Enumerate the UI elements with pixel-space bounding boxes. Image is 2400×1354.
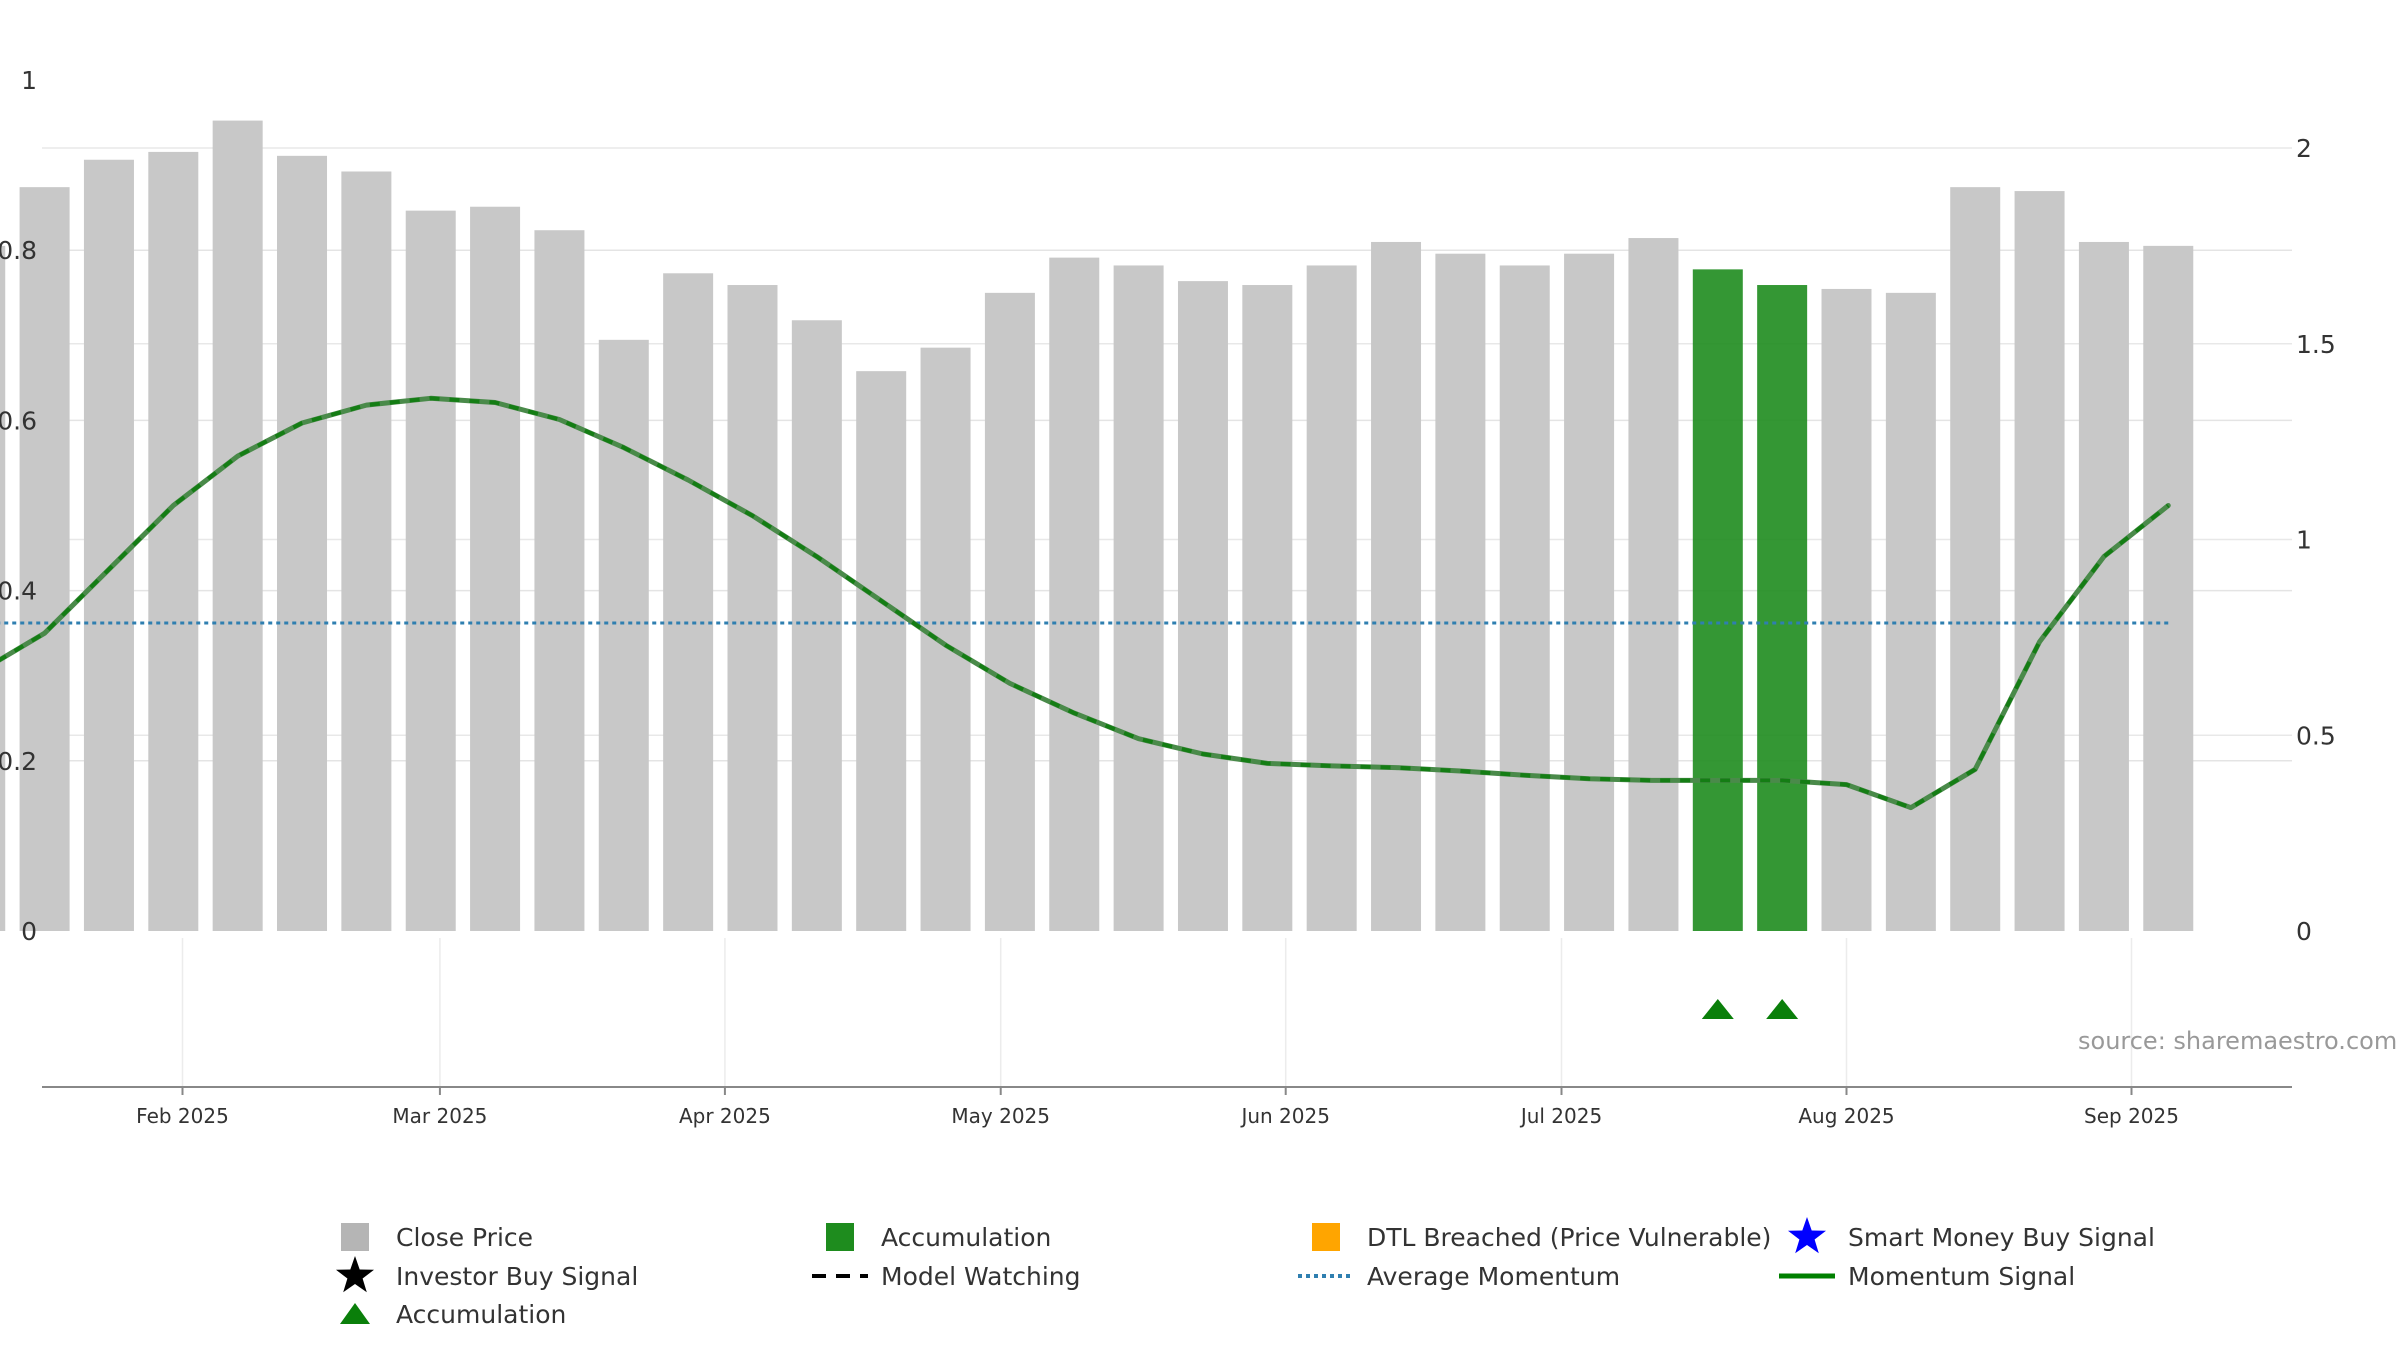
legend-label: Accumulation [396, 1300, 566, 1329]
close-price-bar [1049, 257, 1100, 931]
close-price-bar [1564, 253, 1615, 931]
dtl-breached-icon [1312, 1223, 1340, 1251]
accumulation-square-icon [826, 1223, 854, 1251]
x-tick-label: Mar 2025 [392, 1104, 487, 1128]
x-tick-label: Aug 2025 [1798, 1104, 1894, 1128]
y-left-tick-label: 0 [21, 917, 37, 946]
legend-item: Accumulation [340, 1300, 566, 1329]
close-price-bar [148, 151, 199, 932]
close-price-bar [984, 292, 1035, 932]
legend-item: Average Momentum [1298, 1262, 1620, 1291]
close-price-bar [1950, 187, 2001, 931]
marker-layer [1701, 999, 1799, 1019]
legend-label: Model Watching [881, 1262, 1081, 1291]
close-price-bar [1371, 241, 1422, 931]
watermark-text: source: sharemaestro.com [2078, 1027, 2397, 1055]
y-left-tick-label: 0.8 [0, 236, 37, 265]
legend-label: Smart Money Buy Signal [1848, 1223, 2155, 1252]
y-left-tick-label: 0.6 [0, 406, 37, 435]
close-price-bar [1885, 292, 1936, 932]
legend-item: Momentum Signal [1779, 1262, 2075, 1291]
x-tick-label: May 2025 [951, 1104, 1050, 1128]
legend-label: Average Momentum [1367, 1262, 1620, 1291]
lines-layer [0, 395, 2171, 811]
close-price-bar [1242, 285, 1293, 931]
y-right-tick-label: 2 [2296, 134, 2312, 163]
accumulation-bar [1757, 285, 1808, 931]
close-price-bar [1306, 265, 1357, 931]
close-price-bar [1821, 288, 1872, 931]
close-price-bar [663, 273, 714, 931]
smart-money-star-icon [1788, 1217, 1826, 1254]
close-price-bar [1628, 238, 1679, 932]
y-right-tick-label: 0 [2296, 917, 2312, 946]
close-price-bar [277, 155, 328, 931]
y-right-tick-label: 0.5 [2296, 721, 2336, 750]
x-tick-label: Jul 2025 [1519, 1104, 1602, 1128]
model-watching-line [0, 396, 2170, 810]
legend-item: Model Watching [812, 1262, 1081, 1291]
close-price-bar [0, 245, 6, 931]
accumulation-marker [1701, 999, 1734, 1019]
legend-label: Accumulation [881, 1223, 1051, 1252]
close-price-bar [470, 206, 521, 932]
legend-label: Investor Buy Signal [396, 1262, 638, 1291]
close-price-bar [791, 320, 842, 931]
close-price-bar [405, 210, 456, 931]
y-left-tick-label: 0.2 [0, 747, 37, 776]
close-price-bar [534, 230, 585, 932]
close-price-bar [727, 285, 778, 931]
close-price-bar [212, 120, 263, 932]
legend-item: Investor Buy Signal [336, 1256, 638, 1293]
x-tick-label: Feb 2025 [136, 1104, 229, 1128]
close-price-bar [2143, 245, 2194, 931]
close-price-bar [1435, 253, 1486, 931]
legend-label: Momentum Signal [1848, 1262, 2075, 1291]
close-price-bar [1177, 281, 1228, 931]
accumulation-triangle-icon [340, 1303, 370, 1324]
close-price-bar [598, 339, 649, 932]
accumulation-marker [1766, 999, 1799, 1019]
close-price-bar [83, 159, 134, 931]
close-price-bar [920, 347, 971, 931]
close-price-bar [856, 371, 907, 931]
close-price-bar [1113, 265, 1164, 931]
x-tick-label: Jun 2025 [1239, 1104, 1330, 1128]
y-right-tick-label: 1 [2296, 526, 2312, 555]
close-price-bar [341, 171, 392, 932]
y-left-tick-label: 1 [21, 66, 37, 95]
legend-label: DTL Breached (Price Vulnerable) [1367, 1223, 1771, 1252]
x-tick-label: Sep 2025 [2084, 1104, 2179, 1128]
investor-buy-star-icon [336, 1256, 374, 1293]
legend-item: Close Price [341, 1223, 533, 1252]
axis-layer: 0 0.2 0.4 0.6 0.8 1 0 0.5 1 1.5 2 Feb 2025 Mar 2025 A… [0, 66, 2336, 1128]
legend-item: DTL Breached (Price Vulnerable) [1312, 1223, 1771, 1252]
close-price-bar [1499, 265, 1550, 931]
y-left-tick-label: 0.4 [0, 577, 37, 606]
bars-layer [0, 120, 2194, 932]
close-price-bar [2078, 241, 2129, 931]
legend-item: Smart Money Buy Signal [1788, 1217, 2155, 1254]
y-right-tick-label: 1.5 [2296, 330, 2336, 359]
x-tick-label: Apr 2025 [679, 1104, 771, 1128]
legend: Close Price Accumulation DTL Breached (Pri… [336, 1217, 2155, 1329]
close-price-icon [341, 1223, 369, 1251]
close-price-bar [19, 187, 70, 931]
legend-label: Close Price [396, 1223, 533, 1252]
legend-item: Accumulation [826, 1223, 1051, 1252]
accumulation-bar [1692, 269, 1743, 931]
close-price-bar [2014, 191, 2065, 931]
